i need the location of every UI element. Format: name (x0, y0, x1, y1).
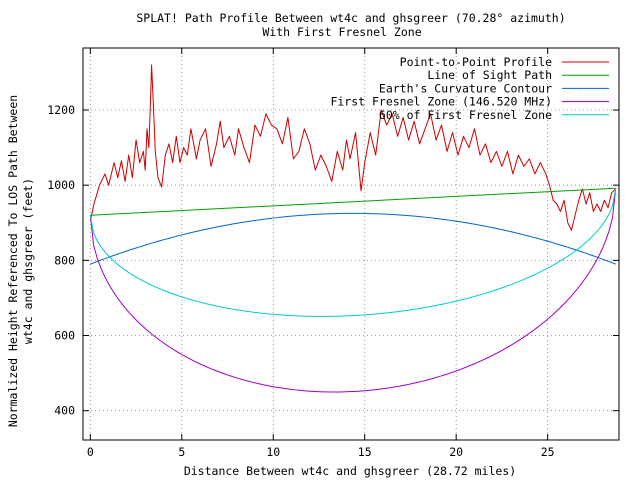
axes: 0 5 10 15 20 25 400 600 800 1000 1200 (47, 47, 620, 459)
y-tick-label: 1200 (47, 103, 75, 117)
legend-label: 60% of First Fresnel Zone (379, 108, 552, 122)
series-line-60-of-first-fresnel-zone (89, 188, 617, 317)
y-tick-label: 400 (54, 404, 75, 418)
chart-subtitle: With First Fresnel Zone (262, 25, 421, 39)
y-tick-label: 800 (54, 253, 75, 267)
y-axis-label-line1: Normalized Height Referenced To LOS Path… (6, 95, 20, 427)
y-tick-label: 1000 (47, 178, 75, 192)
x-axis-label: Distance Between wt4c and ghsgreer (28.7… (184, 464, 516, 478)
chart-title: SPLAT! Path Profile Between wt4c and ghs… (136, 11, 565, 25)
series-line-earth-s-curvature-contour (90, 212, 616, 265)
legend-label: First Fresnel Zone (146.520 MHz) (330, 95, 552, 109)
y-axis-label-line2: wt4c and ghsgreer (feet) (21, 178, 35, 344)
y-tick-label: 600 (54, 329, 75, 343)
legend-label: Line of Sight Path (427, 68, 552, 82)
legend-label: Point-to-Point Profile (400, 55, 552, 69)
x-tick-label: 5 (178, 445, 185, 459)
x-tick-label: 0 (87, 445, 94, 459)
x-tick-label: 15 (358, 445, 372, 459)
series-layer (89, 64, 617, 393)
series-line-first-fresnel-zone-146-520-mhz (89, 188, 617, 393)
series-line-line-of-sight-path (90, 187, 616, 216)
x-tick-label: 20 (449, 445, 463, 459)
plot-frame (82, 47, 620, 441)
x-tick-label: 25 (541, 445, 555, 459)
x-tick-label: 10 (266, 445, 280, 459)
grid (83, 48, 619, 440)
legend-label: Earth's Curvature Contour (379, 81, 552, 95)
series-line-point-to-point-profile (89, 64, 617, 231)
